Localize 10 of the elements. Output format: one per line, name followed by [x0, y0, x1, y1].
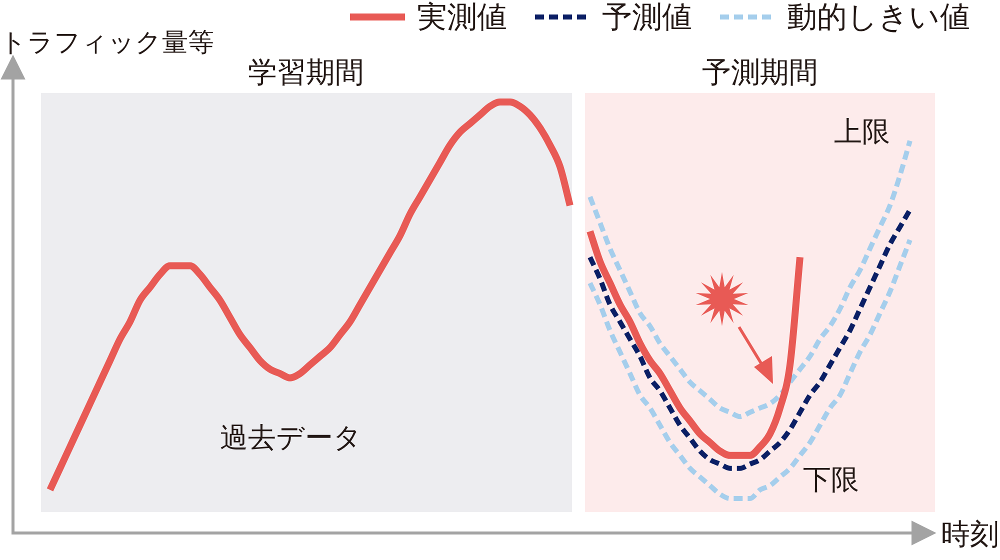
- annotation: 過去データ: [220, 422, 362, 453]
- xlabel: 時刻: [941, 519, 999, 551]
- annotation: 学習期間: [248, 57, 364, 89]
- legend-label: 予測値: [602, 1, 692, 34]
- annotation: 下限: [803, 464, 859, 495]
- ylabel: トラフィック量等: [0, 27, 214, 57]
- legend-label: 動的しきい値: [787, 1, 970, 34]
- annotation: 予測期間: [702, 57, 818, 89]
- legend-label: 実測値: [417, 1, 507, 34]
- annotation: 上限: [834, 116, 890, 147]
